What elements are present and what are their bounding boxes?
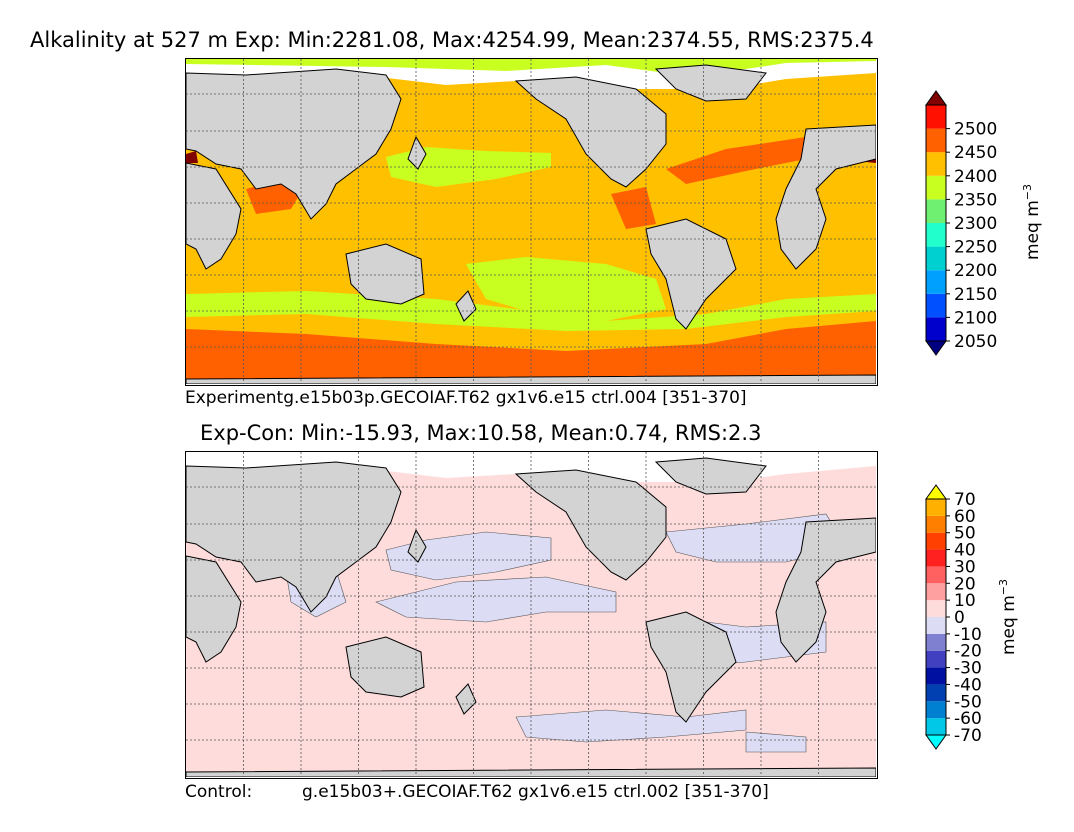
top-land-japan — [407, 135, 427, 170]
bottom-land-nz — [455, 683, 477, 715]
top-colorbar: 2050 2100 2150 2200 2250 2300 2350 2400 2450 2500 — [920, 88, 1020, 362]
bottom-colorbar-tick-label: 70 — [954, 490, 976, 510]
top-colorbar-segment — [926, 199, 946, 223]
bottom-land-africa-west — [186, 555, 242, 663]
top-colorbar-segment — [926, 175, 946, 200]
bottom-colorbar-segment — [926, 566, 946, 584]
bottom-colorbar-segment — [926, 600, 946, 617]
bottom-colorbar-tick-label: 20 — [954, 574, 976, 594]
top-colorbar-segment — [926, 270, 946, 294]
bottom-footer-left: Control: — [185, 782, 253, 802]
bottom-colorbar-segment — [926, 684, 946, 702]
top-land-samerica — [645, 218, 737, 330]
top-colorbar-tick-label: 2400 — [954, 167, 997, 187]
bottom-grid — [186, 452, 876, 777]
top-alkalinity-map — [185, 58, 878, 386]
top-land-europe-africa — [775, 124, 876, 270]
top-colorbar-tick-label: 2500 — [954, 120, 997, 140]
top-colorbar-segment — [926, 223, 946, 247]
bottom-colorbar-tick-label: -60 — [954, 709, 982, 729]
top-colorbar-tick-label: 2100 — [954, 308, 997, 328]
bottom-colorbar-tick-label: -20 — [954, 642, 982, 662]
bottom-colorbar-tick-label: 50 — [954, 524, 976, 544]
top-etpacific-band — [611, 187, 656, 229]
bottom-colorbar-segment — [926, 583, 946, 601]
top-colorbar-tick-label: 2300 — [954, 214, 997, 234]
bottom-colorbar-unit: meq m — [998, 595, 1019, 655]
bottom-footer-right: g.e15b03+.GECOIAF.T62 gx1v6.e15 ctrl.002… — [302, 782, 769, 802]
bottom-land — [186, 457, 876, 777]
bottom-colorbar-tick-label: 10 — [954, 591, 976, 611]
bottom-colorbar-segment — [926, 701, 946, 719]
top-land-namerica — [514, 76, 667, 188]
top-land-africa-west — [186, 162, 242, 270]
bottom-difference-map — [185, 451, 878, 779]
bottom-land-japan — [407, 528, 427, 563]
top-grid — [186, 59, 876, 384]
bottom-colorbar-segment — [926, 515, 946, 533]
top-colorbar-unit: meq m — [1022, 200, 1043, 260]
bottom-land-namerica — [514, 469, 667, 581]
bottom-land-samerica — [645, 611, 737, 723]
bottom-colorbar-segment — [926, 617, 946, 634]
top-colorbar-segment — [926, 246, 946, 271]
top-land-eurasia — [186, 68, 402, 220]
bottom-colorbar-tick-label: -10 — [954, 625, 982, 645]
bottom-colorbar-tick-label: -50 — [954, 692, 982, 712]
top-colorbar-segment — [926, 152, 946, 176]
bottom-colorbar-segment — [926, 532, 946, 550]
bottom-land-europe-africa — [775, 517, 876, 663]
bottom-colorbar-tick-label: 40 — [954, 541, 976, 561]
top-colorbar-tick-label: 2350 — [954, 190, 997, 210]
top-colorbar-svg: 2050 2100 2150 2200 2250 2300 2350 2400 2450 2500 — [925, 90, 997, 356]
bottom-colorbar-tick-label: -30 — [954, 659, 982, 679]
bottom-colorbar-segment — [926, 633, 946, 651]
top-colorbar-tick-label: 2200 — [954, 261, 997, 281]
bottom-colorbar-tick-label: 30 — [954, 557, 976, 577]
top-colorbar-tick-label: 2150 — [954, 285, 997, 305]
top-colorbar-unit-exp: −3 — [1021, 184, 1035, 201]
top-colorbar-tick-label: 2050 — [954, 332, 997, 352]
bottom-colorbar-unit-exp: −3 — [997, 579, 1011, 596]
top-colorbar-label: meq m−3 — [1021, 184, 1043, 260]
top-colorbar-segment — [926, 293, 946, 318]
top-land-australia — [345, 243, 425, 305]
bottom-colorbar-tick-label: -40 — [954, 675, 982, 695]
top-land-nz — [455, 290, 477, 322]
top-colorbar-tick-label: 2450 — [954, 143, 997, 163]
top-map-svg — [186, 59, 876, 384]
bottom-colorbar-tick-label: 0 — [954, 608, 965, 628]
bottom-eqpacific-neg — [375, 576, 617, 623]
bottom-colorbar-segment — [926, 718, 946, 735]
bottom-colorbar-tick-label: -70 — [954, 726, 982, 746]
bottom-colorbar-extend-min — [925, 734, 947, 750]
bottom-land-greenland — [654, 457, 767, 495]
top-land-greenland — [654, 64, 767, 102]
bottom-colorbar-segment — [926, 650, 946, 668]
bottom-colorbar-segment — [926, 667, 946, 685]
bottom-chart-title: Exp-Con: Min:-15.93, Max:10.58, Mean:0.7… — [200, 421, 762, 445]
top-npacific-band — [386, 147, 551, 187]
bottom-colorbar-label: meq m−3 — [997, 579, 1019, 655]
top-spacific-band — [466, 257, 666, 321]
top-chart-title: Alkalinity at 527 m Exp: Min:2281.08, Ma… — [30, 28, 874, 52]
bottom-colorbar-segment — [926, 549, 946, 567]
bottom-colorbar: -70 -60 -50 -40 -30 -20 -10 0 10 20 30 40 50 60 70 — [920, 482, 1020, 756]
bottom-land-australia — [345, 636, 425, 698]
bottom-map-svg — [186, 452, 876, 777]
top-natlantic-band — [666, 137, 806, 184]
top-colorbar-extend-max — [925, 90, 947, 106]
bottom-colorbar-segment — [926, 499, 946, 516]
top-chart-footer: Experimentg.e15b03p.GECOIAF.T62 gx1v6.e1… — [185, 388, 747, 408]
top-med-west — [186, 151, 198, 163]
bottom-land-eurasia — [186, 461, 402, 613]
top-colorbar-segment — [926, 105, 946, 129]
top-colorbar-extend-min — [925, 340, 947, 356]
bottom-colorbar-tick-label: 60 — [954, 507, 976, 527]
bottom-colorbar-extend-max — [925, 484, 947, 500]
top-colorbar-tick-label: 2250 — [954, 238, 997, 258]
top-colorbar-segment — [926, 317, 946, 341]
top-colorbar-segment — [926, 128, 946, 153]
